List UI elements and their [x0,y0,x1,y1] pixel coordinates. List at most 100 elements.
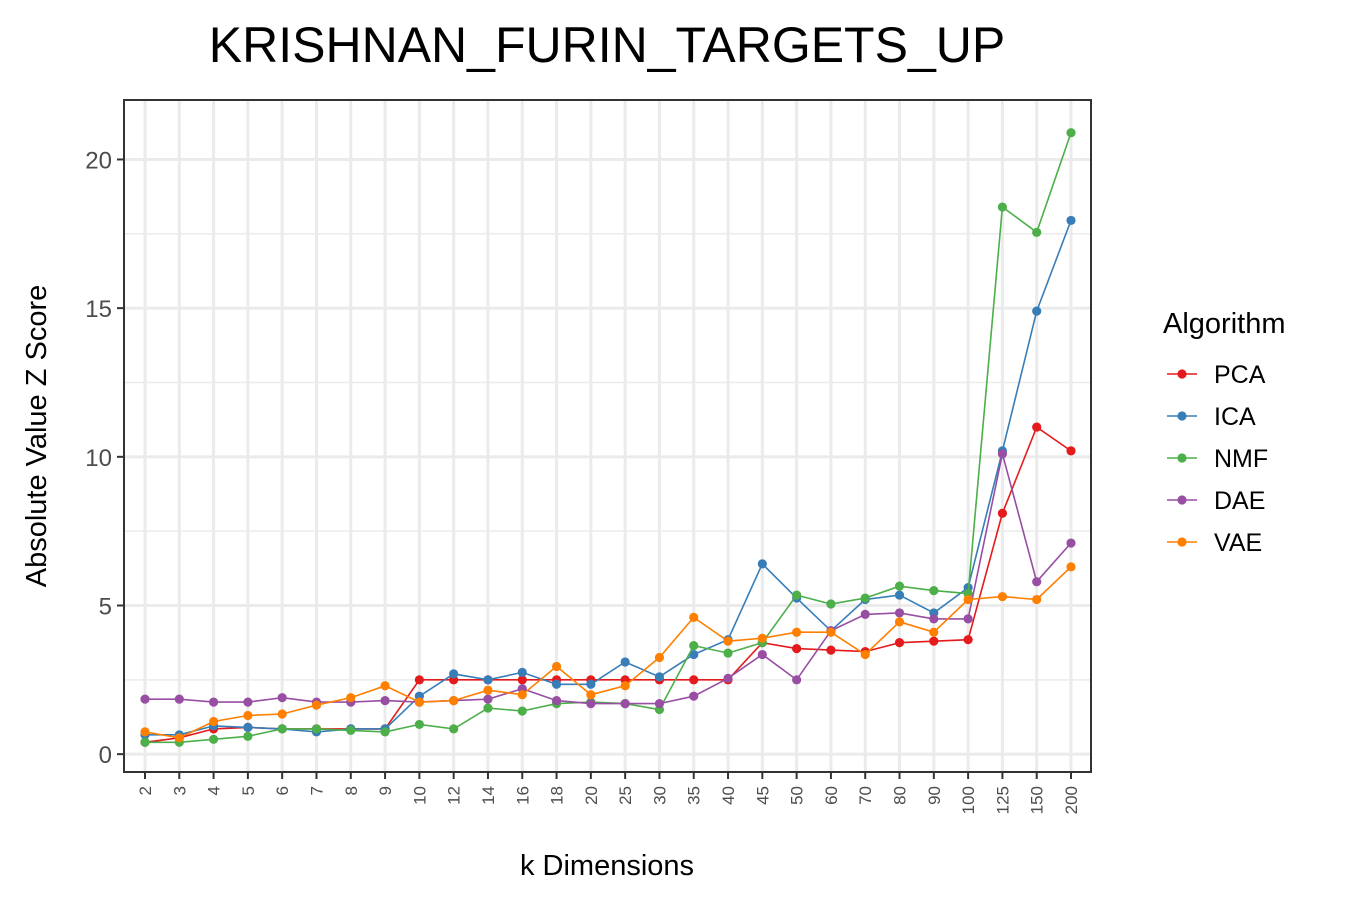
data-point-nmf [311,724,322,734]
legend-key-point [1177,453,1187,463]
x-tick-label: 5 [239,786,258,795]
data-point-dae [963,614,973,624]
x-tick-label: 18 [548,786,567,805]
data-point-dae [174,694,184,704]
plot-border [123,99,1092,773]
y-tick-label: 20 [85,147,112,174]
data-point-dae [894,608,905,618]
data-point-vae [757,633,767,643]
data-point-nmf [860,593,870,603]
data-point-dae [620,699,630,709]
y-tick-label: 5 [99,593,112,620]
data-point-vae [586,690,596,700]
data-point-ica [449,669,459,679]
x-tick-label: 30 [650,786,669,805]
data-point-dae [380,696,390,706]
data-point-nmf [277,724,287,734]
x-tick-label: 90 [925,786,944,805]
data-point-pca [792,644,802,654]
data-point-ica [1066,215,1076,226]
data-point-dae [723,673,733,683]
series-line-dae [145,453,1072,705]
x-tick-label: 4 [205,786,224,795]
data-point-ica [620,657,630,667]
data-point-vae [723,636,733,646]
data-point-vae [414,697,424,707]
data-point-ica [1032,306,1042,316]
y-tick-label: 10 [85,445,112,472]
data-point-pca [894,638,905,648]
legend-label: ICA [1214,403,1256,431]
data-point-nmf [243,731,253,741]
data-point-dae [208,697,219,707]
x-tick-label: 60 [822,786,841,805]
data-point-vae [517,690,527,700]
x-tick-label: 10 [410,786,429,805]
x-tick-label: 125 [993,786,1012,814]
x-tick-label: 50 [788,786,807,805]
series-line-vae [144,566,1072,739]
data-point-vae [140,727,150,737]
data-point-pca [414,675,424,685]
x-tick-label: 70 [856,786,875,805]
data-point-pca [826,645,836,655]
data-point-vae [380,681,390,691]
series-layer [140,128,1076,747]
data-point-nmf [1066,128,1076,138]
x-tick-label: 8 [342,786,361,795]
data-point-pca [997,508,1008,518]
data-point-nmf [1032,227,1042,237]
legend-item-dae: DAE [1167,487,1265,515]
x-tick-label: 35 [685,786,704,805]
data-point-vae [1066,562,1076,572]
data-point-dae [997,449,1008,459]
x-tick-label: 7 [307,786,326,795]
data-point-dae [929,614,939,624]
x-tick-label: 40 [719,786,738,805]
data-point-ica [243,722,253,732]
x-tick-label: 2 [136,786,155,795]
legend-key-point [1177,537,1187,547]
data-point-dae [243,697,253,707]
data-point-ica [551,679,562,689]
data-point-dae [140,694,150,704]
data-point-ica [483,675,493,685]
legend-key-point [1177,495,1187,505]
x-tick-label: 12 [445,786,464,805]
x-tick-label: 45 [753,786,772,805]
data-point-nmf [208,734,219,744]
data-point-vae [243,710,253,721]
data-point-vae [894,617,905,627]
data-point-vae [174,733,184,743]
chart-title: KRISHNAN_FURIN_TARGETS_UP [209,17,1005,73]
data-point-vae [311,700,322,710]
data-point-vae [1032,594,1042,605]
x-tick-label: 80 [891,786,910,805]
data-point-vae [277,709,287,719]
x-axis-title: k Dimensions [520,850,694,882]
data-point-vae [860,649,870,660]
data-point-pca [929,636,939,646]
data-point-nmf [826,599,836,609]
data-point-nmf [346,725,356,735]
data-point-vae [449,696,459,706]
data-point-pca [689,675,699,685]
data-point-vae [551,661,562,672]
legend-item-pca: PCA [1167,361,1266,389]
data-point-vae [689,612,699,622]
plot-panel [124,100,1091,772]
grid-lines [124,100,1091,772]
data-point-vae [826,627,836,637]
data-point-nmf [929,586,939,596]
data-point-pca [1032,422,1042,432]
data-point-dae [757,649,767,660]
x-tick-label: 14 [479,786,498,805]
data-point-vae [997,591,1008,602]
data-point-pca [1066,446,1076,456]
data-point-vae [620,681,630,691]
series-line-ica [145,220,1072,736]
data-point-nmf [449,724,459,734]
data-point-dae [586,699,596,709]
y-tick-label: 0 [99,742,112,769]
x-tick-label: 6 [273,786,292,795]
